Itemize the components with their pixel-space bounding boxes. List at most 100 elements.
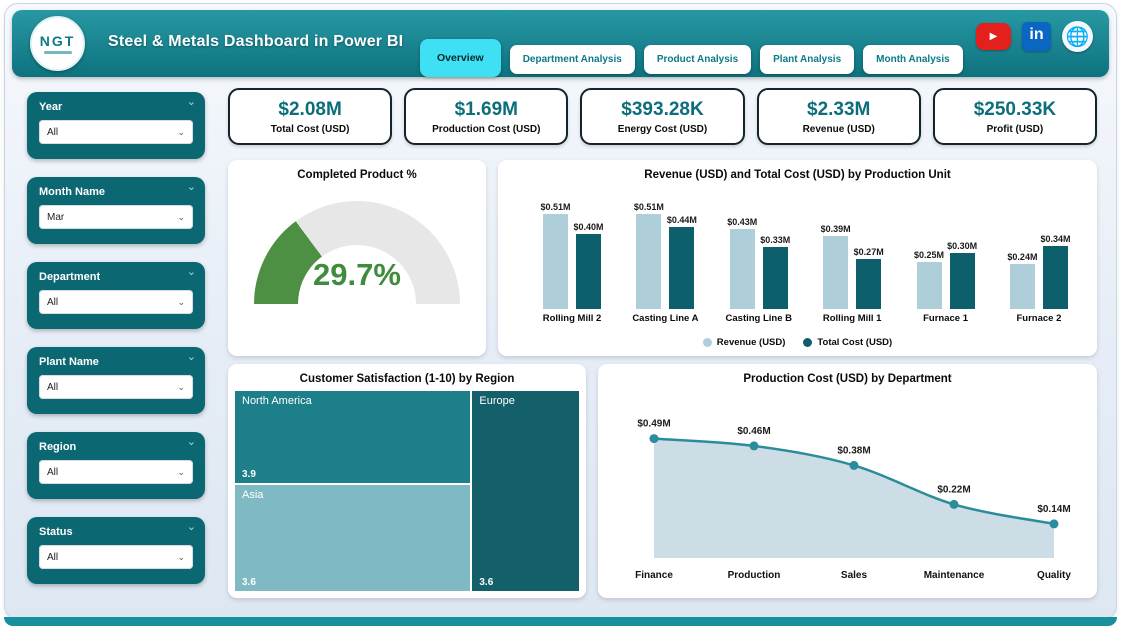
tab-product-analysis[interactable]: Product Analysis [643, 45, 752, 74]
filter-department: ⌄ Department All ⌄ [27, 262, 205, 329]
bar[interactable] [856, 258, 882, 309]
tab-department-analysis[interactable]: Department Analysis [509, 45, 635, 74]
social-links: ▶ in 🌐 [976, 21, 1093, 52]
dropdown-value: All [47, 466, 59, 478]
legend-label: Revenue (USD) [716, 337, 786, 348]
tab-overview[interactable]: Overview [420, 39, 501, 77]
treemap-node-label: North America [242, 395, 312, 407]
treemap-node-europe[interactable]: Europe 3.6 [472, 391, 579, 591]
data-point[interactable] [649, 434, 659, 444]
kpi-value: $250.33K [973, 98, 1057, 120]
gauge-chart[interactable]: 29.7% [254, 201, 460, 304]
kpi-label: Production Cost (USD) [432, 123, 541, 135]
kpi-label: Energy Cost (USD) [617, 123, 708, 135]
dropdown-value: All [47, 381, 59, 393]
bar[interactable] [729, 228, 755, 309]
kpi-total-cost: $2.08M Total Cost (USD) [228, 88, 393, 145]
globe-icon[interactable]: 🌐 [1062, 21, 1093, 52]
chevron-down-icon[interactable]: ⌄ [186, 521, 196, 533]
gauge-card: Completed Product % 29.7% [228, 160, 486, 356]
legend-label: Total Cost (USD) [817, 337, 893, 348]
bar[interactable] [542, 213, 568, 309]
kpi-row: $2.08M Total Cost (USD) $1.69M Productio… [228, 88, 1098, 145]
treemap-node-label: Europe [479, 395, 515, 407]
tab-plant-analysis[interactable]: Plant Analysis [760, 45, 855, 74]
bar-category-label: Rolling Mill 1 [822, 313, 882, 324]
tab-bar: Overview Department Analysis Product Ana… [420, 39, 963, 77]
kpi-profit: $250.33K Profit (USD) [932, 88, 1098, 145]
gauge-title: Completed Product % [297, 169, 417, 181]
logo-underline [43, 51, 72, 54]
plant-dropdown[interactable]: All ⌄ [39, 375, 193, 399]
legend-dot-icon [803, 338, 813, 347]
status-dropdown[interactable]: All ⌄ [39, 545, 193, 569]
treemap-node-north-america[interactable]: North America 3.9 [235, 391, 471, 483]
bar[interactable] [916, 262, 942, 309]
linkedin-icon[interactable]: in [1022, 22, 1051, 51]
page-title: Steel & Metals Dashboard in Power BI [108, 33, 404, 50]
kpi-value: $2.08M [278, 98, 342, 120]
bar[interactable] [823, 236, 849, 309]
bar-chart-plot[interactable]: $0.51M $0.40M Rolling Mill 2 $0.51M $0.44M Ca… [528, 192, 1083, 324]
bar[interactable] [636, 213, 662, 309]
gauge-value: 29.7% [313, 257, 401, 292]
chevron-down-icon: ⌄ [177, 211, 185, 222]
chevron-down-icon[interactable]: ⌄ [186, 96, 196, 108]
chevron-down-icon[interactable]: ⌄ [186, 351, 196, 363]
treemap-node-label: Asia [242, 489, 264, 501]
filter-panel: ⌄ Year All ⌄ ⌄ Month Name Mar ⌄ ⌄ Depart… [27, 92, 205, 584]
bar-value-label: $0.40M [573, 222, 604, 233]
legend-dot-icon [702, 338, 712, 347]
bar-value-label: $0.25M [914, 250, 945, 261]
month-dropdown[interactable]: Mar ⌄ [39, 205, 193, 229]
bar[interactable] [576, 234, 602, 309]
treemap-node-value: 3.6 [479, 577, 494, 588]
bar-category-label: Casting Line B [725, 313, 793, 324]
department-dropdown[interactable]: All ⌄ [39, 290, 193, 314]
year-dropdown[interactable]: All ⌄ [39, 120, 193, 144]
bar[interactable] [762, 247, 788, 309]
kpi-revenue: $2.33M Revenue (USD) [756, 88, 921, 145]
bar[interactable] [669, 226, 695, 309]
filter-status: ⌄ Status All ⌄ [27, 517, 205, 584]
data-point[interactable] [949, 499, 959, 509]
chevron-down-icon[interactable]: ⌄ [186, 266, 196, 278]
data-point[interactable] [749, 441, 759, 451]
bar-group: $0.51M $0.44M Casting Line A [621, 192, 709, 324]
line-chart-plot[interactable]: $0.49M Finance $0.46M Production $0.38M Sales… [606, 388, 1089, 592]
bar[interactable] [1042, 245, 1068, 309]
youtube-icon[interactable]: ▶ [976, 23, 1011, 50]
treemap-node-value: 3.9 [242, 469, 256, 480]
filter-label: Month Name [39, 186, 105, 198]
bar-value-label: $0.34M [1040, 233, 1071, 244]
filter-year: ⌄ Year All ⌄ [27, 92, 205, 159]
data-point-label: $0.22M [937, 484, 970, 495]
region-dropdown[interactable]: All ⌄ [39, 460, 193, 484]
data-point[interactable] [849, 460, 859, 470]
tab-month-analysis[interactable]: Month Analysis [863, 45, 963, 74]
dropdown-value: All [47, 551, 59, 563]
kpi-value: $1.69M [454, 98, 518, 120]
filter-month-name: ⌄ Month Name Mar ⌄ [27, 177, 205, 244]
bar-chart-card: Revenue (USD) and Total Cost (USD) by Pr… [498, 160, 1097, 356]
bar[interactable] [1009, 264, 1035, 309]
chevron-down-icon: ⌄ [177, 296, 185, 307]
bar-group: $0.43M $0.33M Casting Line B [715, 192, 803, 324]
bar-category-label: Casting Line A [632, 313, 699, 324]
treemap-chart: North America 3.9 Asia 3.6 Europe 3.6 [235, 391, 579, 591]
chevron-down-icon[interactable]: ⌄ [186, 436, 196, 448]
data-point[interactable] [1049, 519, 1059, 529]
header: NGT Steel & Metals Dashboard in Power BI… [12, 10, 1109, 77]
treemap-node-asia[interactable]: Asia 3.6 [235, 485, 471, 591]
treemap-title: Customer Satisfaction (1-10) by Region [299, 373, 515, 385]
chevron-down-icon[interactable]: ⌄ [186, 181, 196, 193]
legend-item[interactable]: Total Cost (USD) [803, 337, 892, 348]
x-axis-label: Finance [635, 570, 673, 581]
chevron-down-icon: ⌄ [177, 466, 185, 477]
legend-item[interactable]: Revenue (USD) [702, 337, 786, 348]
kpi-label: Revenue (USD) [802, 123, 875, 135]
bar[interactable] [949, 253, 975, 309]
bar-value-label: $0.51M [633, 201, 664, 212]
filter-label: Department [39, 271, 101, 283]
bar-value-label: $0.44M [666, 214, 697, 225]
